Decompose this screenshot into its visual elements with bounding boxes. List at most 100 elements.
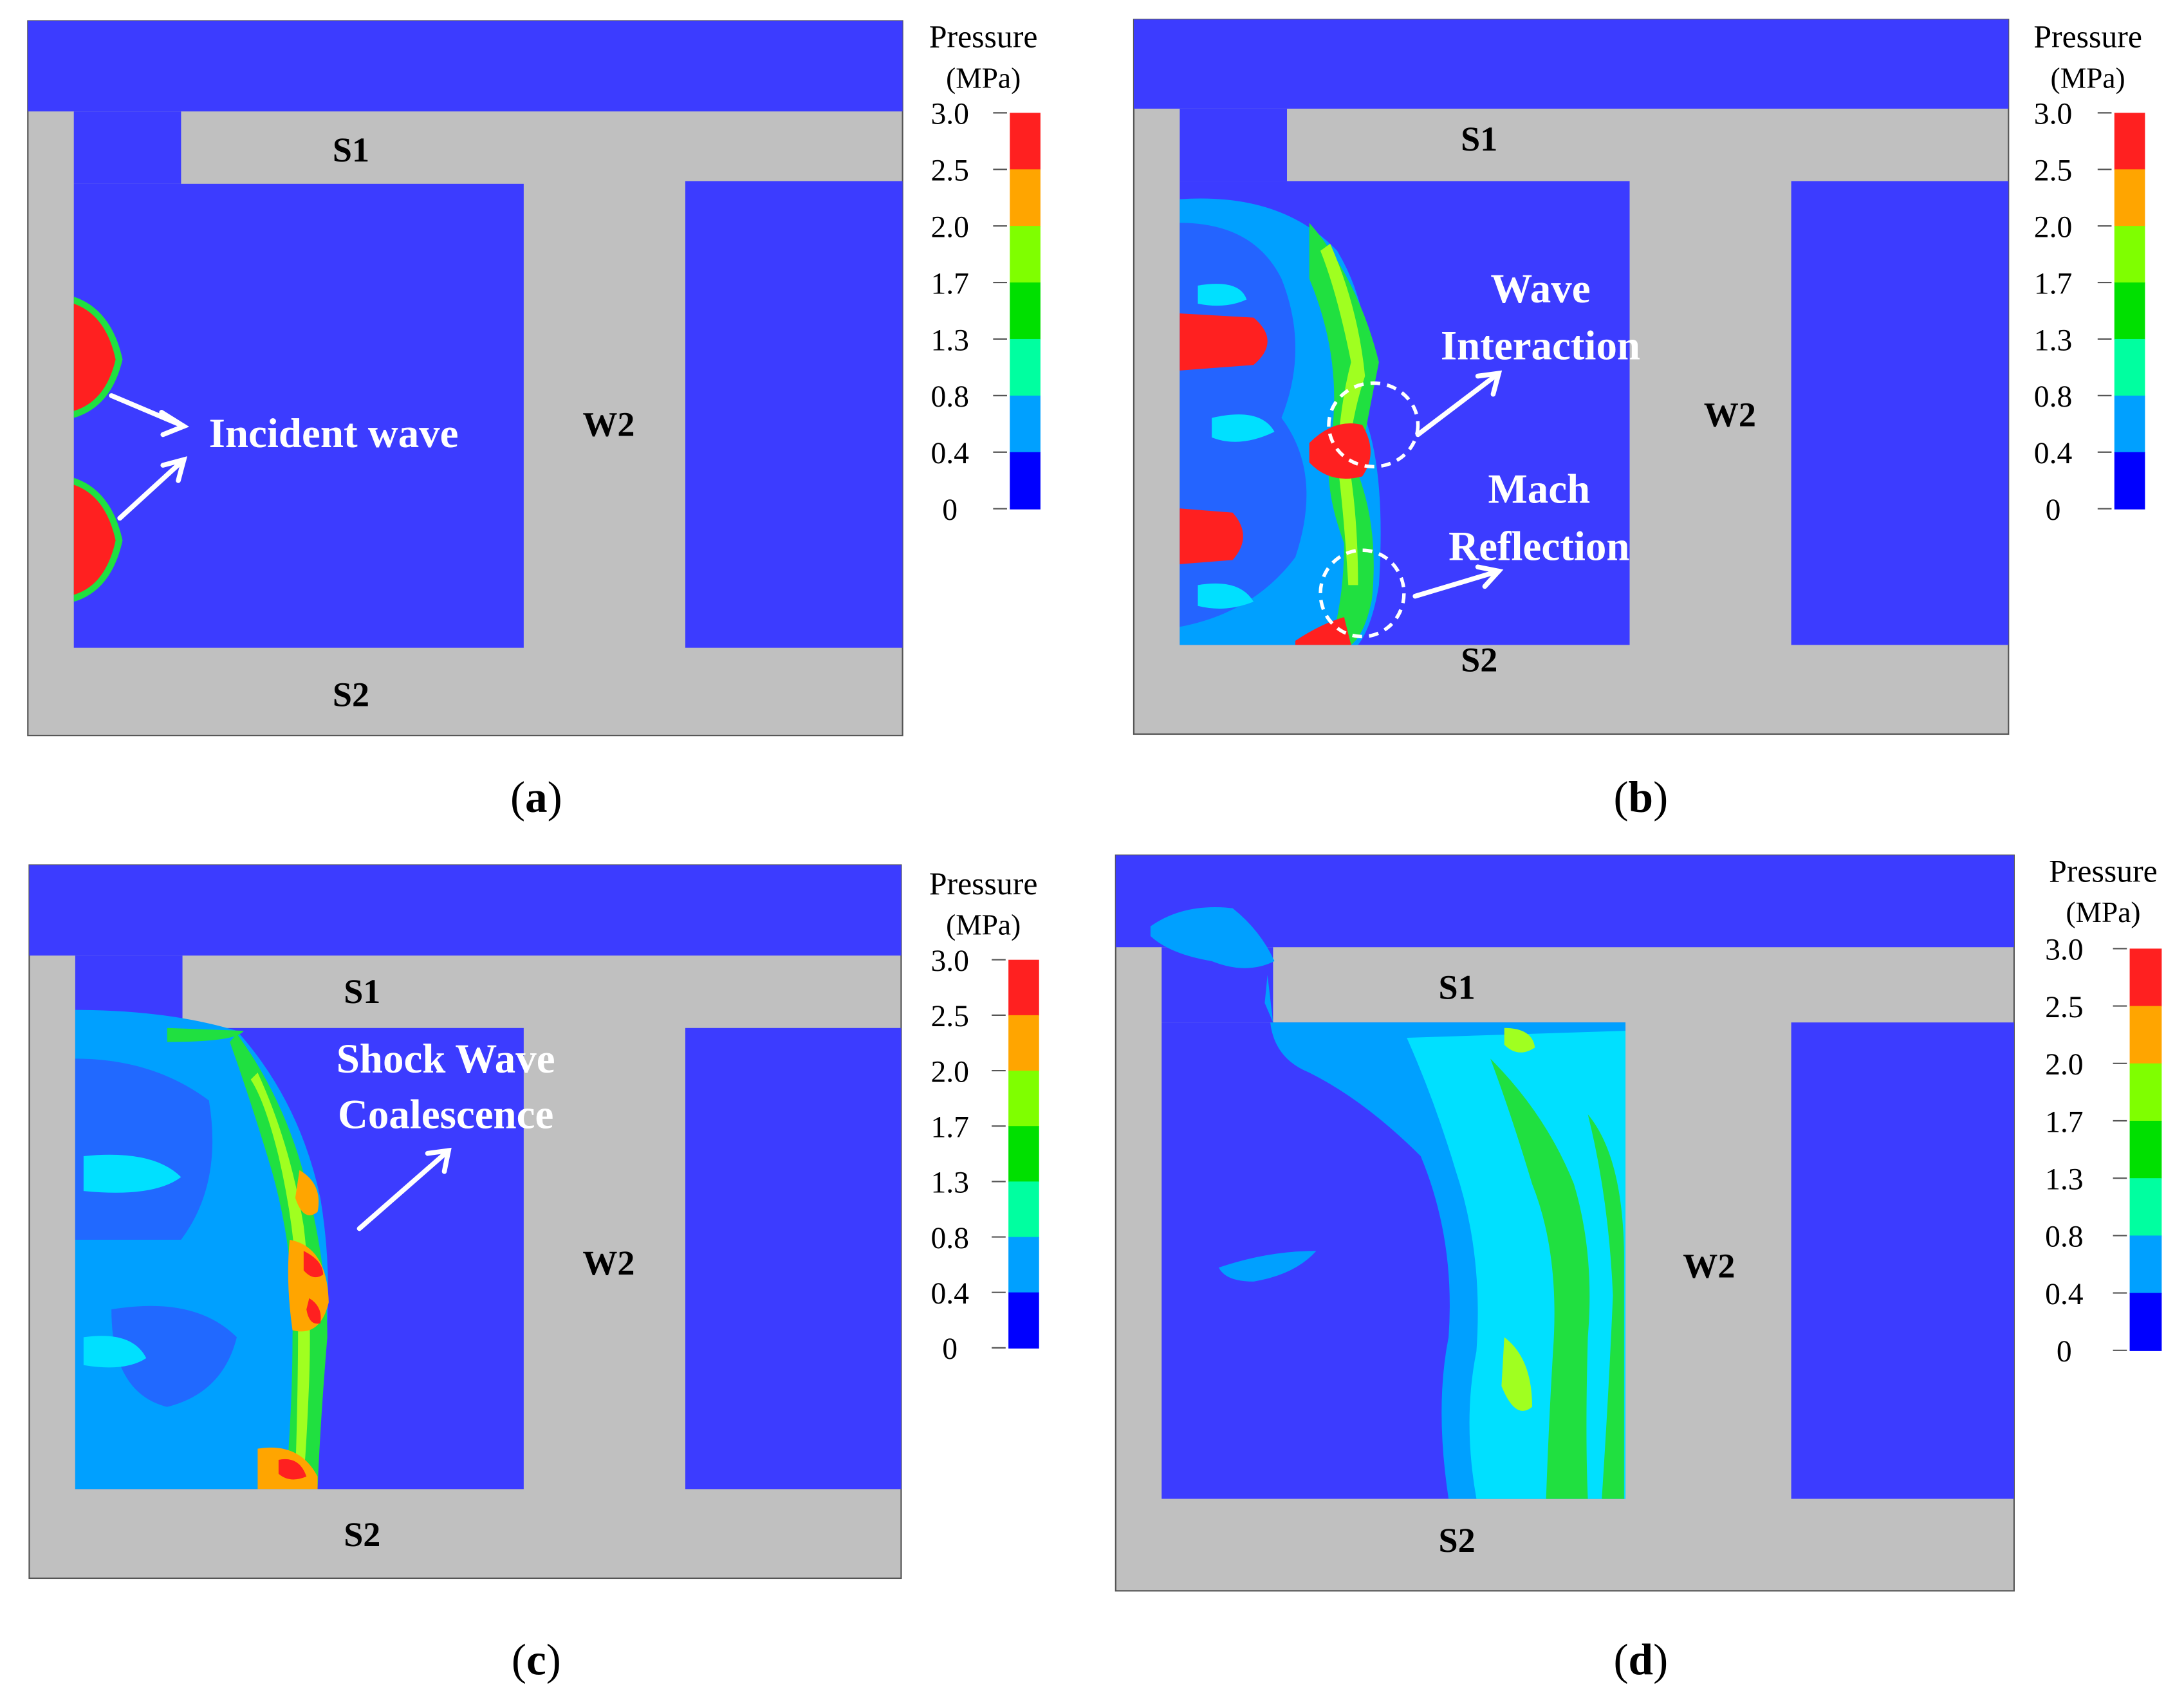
legend-swatch [2129,1006,2162,1064]
legend-swatch [1008,1015,1039,1072]
legend-tick-label: 3.0 [2045,934,2084,967]
legend-tick-label: 1.7 [2034,267,2073,300]
legend-title: Pressure [929,866,1038,901]
label-s1: S1 [333,131,369,169]
legend-swatch [1010,169,1041,227]
top-channel [1115,855,2014,948]
legend-swatch [1010,452,1041,510]
panel-caption: (d) [1613,1634,1668,1684]
circle-marker [1319,548,1406,639]
panel-d: S1 S2 W2 (d) [1115,854,2015,1684]
panel-b: Wave Interaction Mach Reflection S1 S2 W… [1133,19,2010,822]
label-s2: S2 [1461,641,1497,679]
panel-c: Shock Wave Coalescence S1 S2 W2 (c) [28,864,902,1684]
label-s1: S1 [1439,968,1476,1006]
inlet-opening [73,111,181,184]
annotation-coalescence: Coalescence [338,1092,553,1138]
label-w2: W2 [582,1244,634,1282]
legend-unit: (MPa) [2051,61,2125,94]
legend-swatch [1008,1071,1039,1127]
legend-tick-label: 2.5 [930,154,969,188]
legend-tick-label: 0 [2057,1335,2072,1369]
legend-swatch [2129,1120,2162,1179]
residual-wave [1218,1251,1317,1282]
pressure-legend: Pressure (MPa) 3.0 2.5 2.0 1.7 1.3 0.8 0.4 0 [929,19,1041,527]
legend-tick-label: 0.4 [2045,1278,2084,1311]
legend-swatch [1010,226,1041,284]
legend-tick-label: 1.3 [930,324,969,357]
legend-tick-label: 2.0 [930,1055,969,1089]
legend-tick-label: 1.7 [930,267,969,300]
annotation-reflection: Reflection [1448,523,1629,569]
legend-tick-label: 2.5 [2045,991,2084,1024]
top-channel [1133,19,2009,109]
panel-caption: (a) [510,772,562,822]
legend-tick-label: 0.4 [930,437,969,470]
legend-tick-label: 0.8 [2034,380,2073,414]
legend-tick-label: 3.0 [2034,98,2073,131]
inlet-opening [1180,108,1288,181]
legend-swatch [2114,226,2145,284]
legend-title: Pressure [2049,853,2158,889]
legend-swatch [2129,1178,2162,1237]
label-s2: S2 [344,1515,380,1554]
legend-tick-label: 1.7 [2045,1105,2084,1139]
legend-tick-label: 2.0 [930,210,969,244]
right-chamber [685,181,903,648]
legend-tick-label: 0.8 [2045,1221,2084,1254]
legend-swatch [1008,1126,1039,1183]
legend-tick-label: 0 [942,493,958,527]
legend-swatch [2129,1063,2162,1122]
legend-swatch [1008,959,1039,1016]
label-s2: S2 [1439,1521,1476,1560]
legend-swatch [2114,169,2145,227]
residual-wave [1150,907,1275,968]
legend-tick-label: 0.8 [930,380,969,414]
legend-tick-label: 0 [2046,493,2061,527]
legend-tick-label: 2.5 [930,1000,969,1033]
legend-swatch [1008,1181,1039,1238]
shock-front [1490,1058,1590,1499]
legend-tick-label: 2.5 [2034,154,2073,188]
legend-swatch [2114,338,2145,396]
pressure-hotspot [1180,508,1243,564]
annotation-incident-wave: Incident wave [209,410,459,457]
label-w2: W2 [1683,1246,1735,1285]
legend-unit: (MPa) [946,908,1021,941]
legend-swatch [1008,1292,1039,1349]
legend-tick-label: 0.4 [930,1277,969,1311]
annotation-shock-wave: Shock Wave [337,1036,555,1082]
legend-tick-label: 2.0 [2045,1048,2084,1082]
annotation-interaction: Interaction [1441,323,1640,369]
legend-title: Pressure [2033,19,2142,55]
legend-swatch [2129,1235,2162,1294]
panel-caption: (b) [1613,772,1668,822]
arrow-icon [1412,370,1504,599]
right-chamber [685,1028,902,1489]
legend-title: Pressure [929,19,1038,55]
pressure-hotspot [1180,313,1268,371]
right-chamber [1791,181,2009,645]
legend-tick-label: 1.7 [930,1111,969,1145]
legend-tick-label: 0.8 [930,1222,969,1255]
annotation-mach: Mach [1488,466,1590,513]
legend-swatch [2129,1293,2162,1351]
top-channel [28,21,903,112]
arrow-icon [356,1147,452,1231]
legend-tick-label: 0 [942,1332,958,1366]
top-channel [29,865,902,956]
legend-tick-label: 3.0 [930,98,969,131]
legend-unit: (MPa) [2066,896,2140,928]
pressure-legend: Pressure (MPa) 3.0 2.5 2.0 1.7 1.3 0.8 0.4 0 [2045,853,2162,1369]
legends: Pressure(MPa)3.02.52.01.71.30.80.40Press… [929,19,2162,1369]
label-s1: S1 [1461,120,1497,158]
legend-swatch [1008,1237,1039,1293]
legend-unit: (MPa) [946,61,1021,94]
pressure-legend: Pressure (MPa) 3.0 2.5 2.0 1.7 1.3 0.8 0.4 0 [929,866,1039,1366]
panel-caption: (c) [512,1634,561,1684]
legend-tick-label: 1.3 [2045,1163,2084,1197]
legend-tick-label: 2.0 [2034,210,2073,244]
legend-tick-label: 1.3 [930,1166,969,1200]
legend-tick-label: 3.0 [930,945,969,978]
